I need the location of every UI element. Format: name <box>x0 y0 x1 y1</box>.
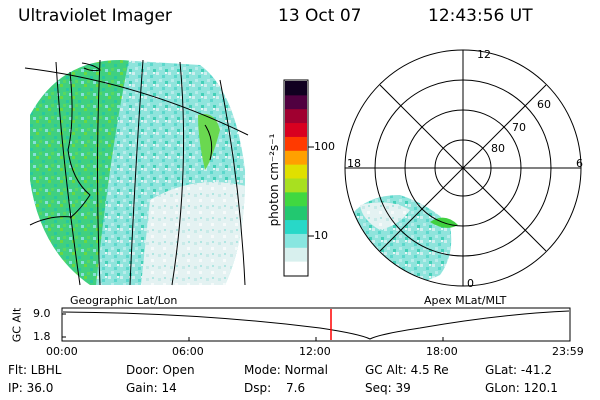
lat-label-70: 70 <box>512 121 526 134</box>
mode-status: Mode: Normal <box>244 363 328 377</box>
glat-status: GLat: -41.2 <box>485 363 552 377</box>
timeline-ytick-min: 1.8 <box>33 330 51 343</box>
dsp-status-value: 7.6 <box>286 381 306 395</box>
colorbar <box>283 79 314 277</box>
colorbar-tick-100: 100 <box>314 140 335 153</box>
colorbar-unit-label: photon cm⁻²s⁻¹ <box>267 133 281 227</box>
colorbar-segment <box>285 136 307 151</box>
timeline-xtick-2: 12:00 <box>299 345 331 358</box>
glon-status: GLon: 120.1 <box>485 381 558 395</box>
door-status: Door: Open <box>126 363 195 377</box>
colorbar-segment <box>285 164 307 179</box>
timeline-xtick-1: 06:00 <box>172 345 204 358</box>
geographic-map-label: Geographic Lat/Lon <box>70 294 178 307</box>
colorbar-segment <box>285 233 307 248</box>
colorbar-segment <box>285 81 307 96</box>
timeline-ylabel: GC Alt <box>10 307 24 343</box>
colorbar-segment <box>285 247 307 262</box>
time-label: 12:43:56 UT <box>428 6 533 26</box>
dsp-status-label: Dsp: <box>244 381 272 395</box>
lat-label-80: 80 <box>491 142 505 155</box>
ip-status: IP: 36.0 <box>8 381 54 395</box>
geographic-image <box>30 60 246 285</box>
colorbar-tick-10: 10 <box>314 229 328 242</box>
mlt-label-0: 0 <box>467 277 474 290</box>
colorbar-segment <box>285 219 307 234</box>
colorbar-segment <box>285 150 307 165</box>
colorbar-segment <box>285 261 307 276</box>
instrument-title: Ultraviolet Imager <box>18 6 172 26</box>
gain-status: Gain: 14 <box>126 381 177 395</box>
colorbar-segment <box>285 94 307 110</box>
seq-status: Seq: 39 <box>365 381 411 395</box>
orbit-altitude-plot <box>61 307 571 342</box>
colorbar-segment <box>285 178 307 193</box>
date-label: 13 Oct 07 <box>278 6 362 26</box>
timeline-xtick-0: 00:00 <box>46 345 78 358</box>
colorbar-segment <box>285 205 307 221</box>
mlt-label-6: 6 <box>576 157 583 170</box>
timeline-xtick-3: 18:00 <box>426 345 458 358</box>
mlt-label-12: 12 <box>477 48 491 61</box>
colorbar-segment <box>285 108 307 124</box>
timeline-ytick-max: 9.0 <box>33 307 51 320</box>
apex-map-label: Apex MLat/MLT <box>424 294 507 307</box>
gc-alt-status: GC Alt: 4.5 Re <box>365 363 449 377</box>
lat-label-60: 60 <box>537 98 551 111</box>
colorbar-segment <box>285 122 307 137</box>
polar-plot <box>344 49 582 287</box>
filter-status: Flt: LBHL <box>8 363 62 377</box>
geographic-grid <box>24 59 249 286</box>
colorbar-segment <box>285 191 307 207</box>
timeline-xtick-4: 23:59 <box>552 345 584 358</box>
mlt-label-18: 18 <box>347 157 361 170</box>
